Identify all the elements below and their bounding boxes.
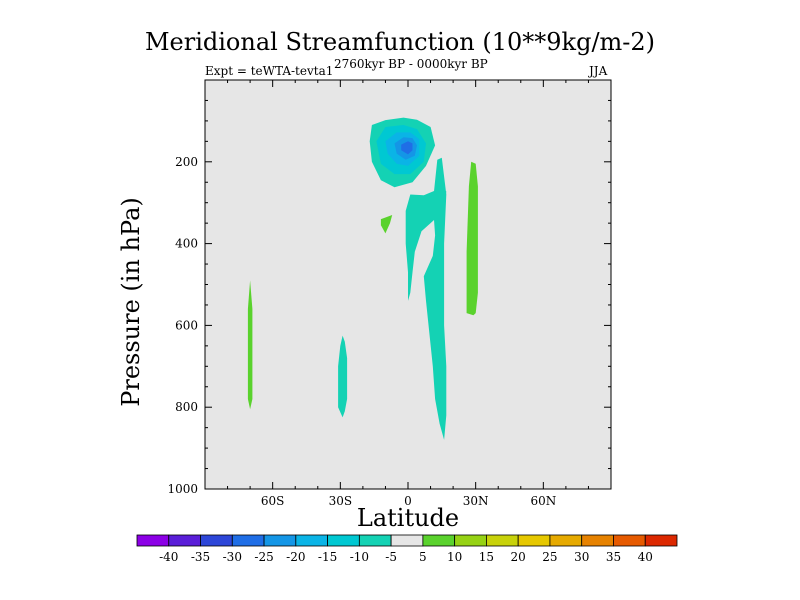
x-tick-label: 60N xyxy=(530,494,556,508)
colorbar-label: -40 xyxy=(159,550,178,564)
colorbar-swatch xyxy=(168,534,201,547)
colorbar-swatch xyxy=(613,534,646,547)
colorbar-label: 25 xyxy=(542,550,557,564)
x-tick-label: 30S xyxy=(329,494,353,508)
colorbar-label: -25 xyxy=(254,550,273,564)
colorbar-label: 15 xyxy=(479,550,494,564)
colorbar-label: -30 xyxy=(223,550,242,564)
colorbar-label: 5 xyxy=(419,550,427,564)
colorbar-swatch xyxy=(581,534,614,547)
x-tick-label: 30N xyxy=(463,494,489,508)
contour-region xyxy=(466,161,478,316)
colorbar-swatch xyxy=(200,534,233,547)
experiment-subtitle: Expt = teWTA-tevta1 xyxy=(205,64,334,78)
colorbar-label: -5 xyxy=(385,550,397,564)
contour-region xyxy=(401,141,413,155)
colorbar-label: -20 xyxy=(286,550,305,564)
colorbar-swatch xyxy=(422,534,456,547)
contour-region xyxy=(423,157,447,440)
colorbar-swatch xyxy=(231,534,265,547)
y-tick-label: 800 xyxy=(175,400,198,414)
colorbar-swatch xyxy=(390,534,424,547)
y-tick-label: 600 xyxy=(175,318,198,332)
x-axis-label: Latitude xyxy=(356,504,460,532)
colorbar-swatch xyxy=(454,534,487,547)
colorbar-label: 40 xyxy=(638,550,653,564)
colorbar-label: -10 xyxy=(350,550,369,564)
season-subtitle: JJA xyxy=(589,64,608,78)
y-tick-label: 400 xyxy=(175,237,198,251)
colorbar-swatch xyxy=(549,534,583,547)
colorbar-swatch xyxy=(295,534,328,547)
x-tick-label: 60S xyxy=(261,494,285,508)
contour-region xyxy=(380,215,393,234)
colorbar-label: 30 xyxy=(574,550,589,564)
colorbar-swatch xyxy=(263,534,297,547)
colorbar-swatch xyxy=(517,534,551,547)
colorbar-label: 20 xyxy=(511,550,526,564)
colorbar-swatch xyxy=(358,534,392,547)
colorbar-swatch xyxy=(136,534,170,547)
colorbar-label: 10 xyxy=(447,550,462,564)
y-tick-label: 200 xyxy=(175,155,198,169)
contour-region xyxy=(338,335,348,418)
period-subtitle: 2760kyr BP - 0000kyr BP xyxy=(334,57,488,71)
colorbar-swatch xyxy=(644,534,678,547)
colorbar-label: -15 xyxy=(318,550,337,564)
colorbar-label: 35 xyxy=(606,550,621,564)
x-tick-label: 0 xyxy=(404,494,412,508)
colorbar-label: -35 xyxy=(191,550,210,564)
colorbar-swatch xyxy=(486,534,519,547)
contour-region xyxy=(247,280,253,410)
y-tick-label: 1000 xyxy=(167,482,198,496)
chart-title: Meridional Streamfunction (10**9kg/m-2) xyxy=(144,28,656,56)
colorbar-swatch xyxy=(327,534,360,547)
